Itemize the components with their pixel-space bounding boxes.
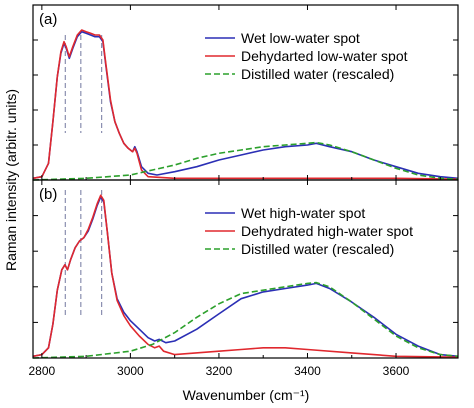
panel-b: (b) Wet high-water spot Dehydrated high-wa…	[32, 179, 459, 359]
plot-layer: (a) Wet low-water spot Dehydarted low-wate…	[29, 4, 459, 378]
series-line-3	[32, 281, 459, 359]
legend-entry-2: Dehydrated high-water spot	[241, 223, 413, 239]
x-tick-label: 3000	[117, 364, 144, 378]
panel-frame	[32, 179, 459, 359]
x-tick-label: 3200	[206, 364, 233, 378]
legend-entry-3: Distilled water (rescaled)	[241, 241, 394, 257]
legend-entry-2: Dehydarted low-water spot	[241, 48, 408, 64]
legend-entry-1: Wet low-water spot	[241, 30, 360, 46]
x-tick-label: 2800	[29, 364, 56, 378]
x-axis-title: Wavenumber (cm⁻¹)	[183, 387, 310, 403]
legend-entry-3: Distilled water (rescaled)	[241, 66, 394, 82]
x-tick-label: 3400	[294, 364, 321, 378]
x-tick-label: 3600	[383, 364, 410, 378]
series-line-2	[32, 29, 459, 180]
legend-entry-1: Wet high-water spot	[241, 205, 365, 221]
series-line-3	[32, 141, 459, 181]
series-line-2	[32, 194, 459, 358]
panel-label: (a)	[39, 11, 57, 28]
panel-label: (b)	[39, 186, 57, 203]
y-axis-title: Raman intensity (arbitr. units)	[3, 89, 19, 271]
panel-a: (a) Wet low-water spot Dehydarted low-wate…	[32, 4, 459, 181]
